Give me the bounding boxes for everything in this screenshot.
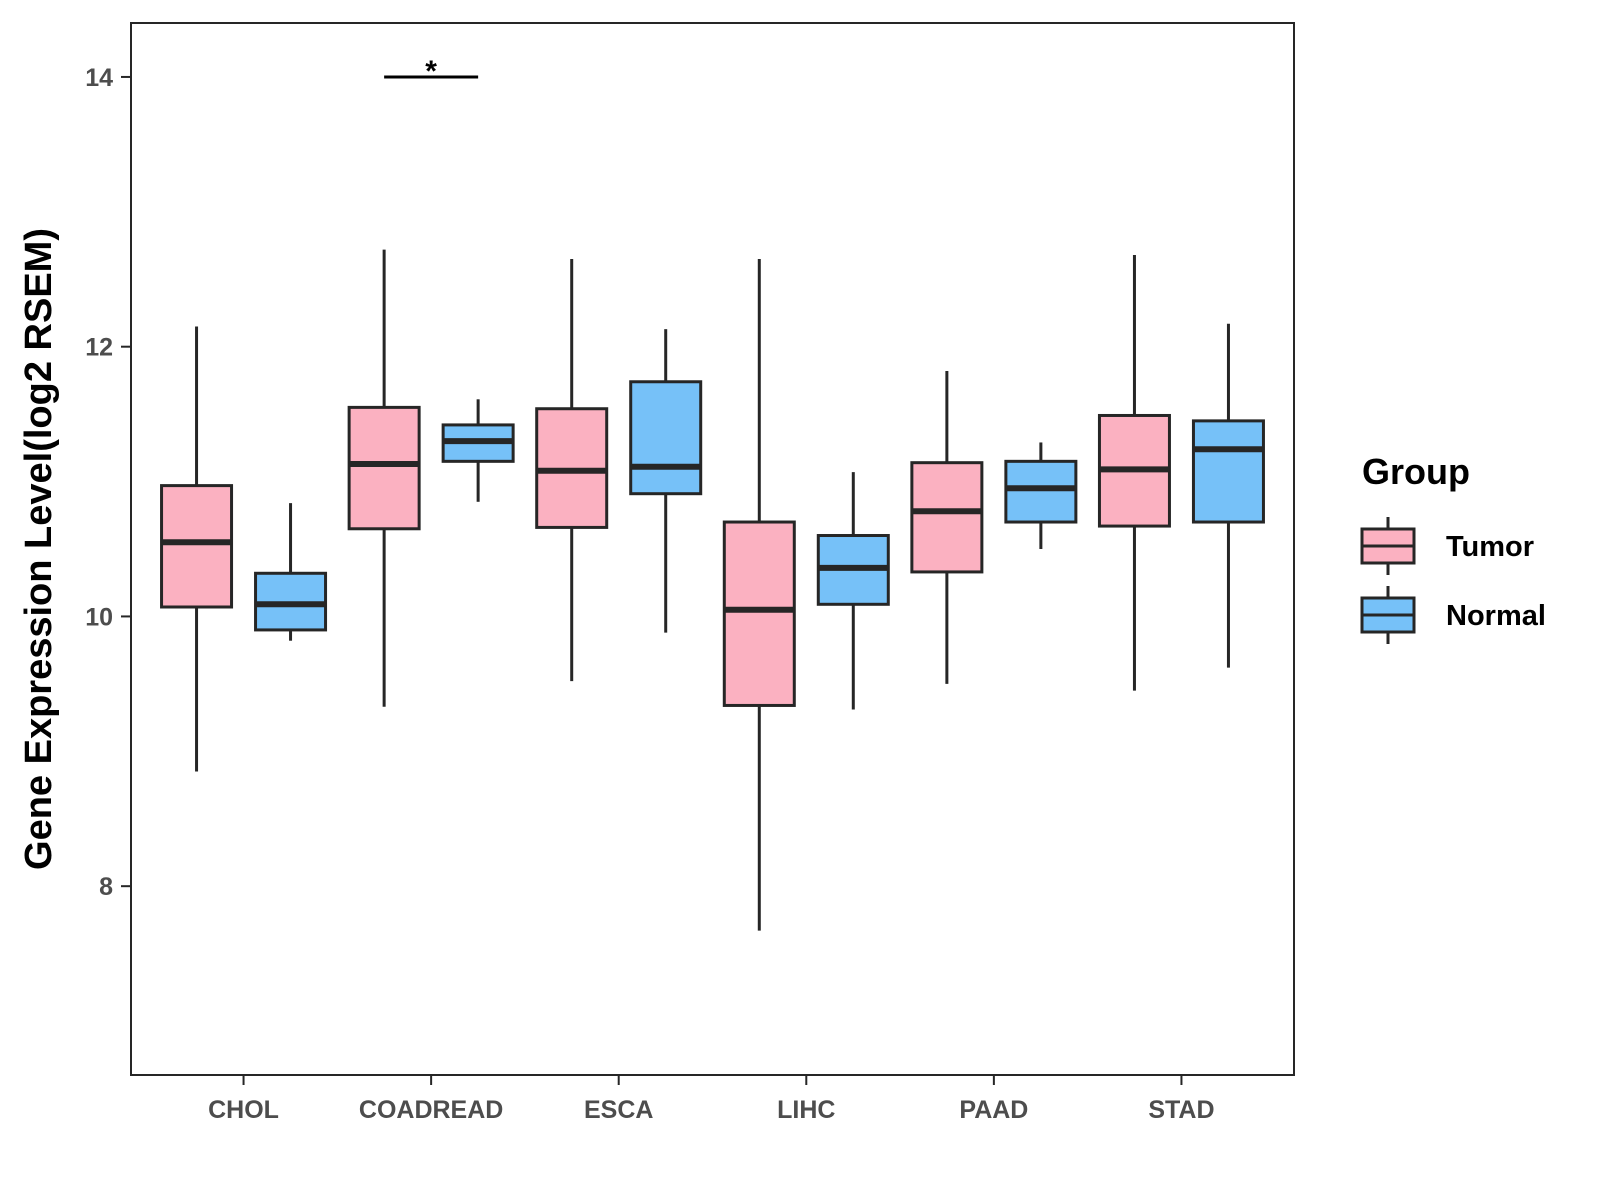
y-tick-label: 14 — [85, 64, 113, 92]
box-iqr — [1191, 419, 1265, 524]
plot-panel — [130, 22, 1295, 1076]
significance-annotations: * — [384, 55, 479, 88]
legend-label-tumor: Tumor — [1446, 531, 1534, 563]
legend-entry-tumor: Tumor — [1360, 517, 1534, 575]
x-tick-label-lihc: LIHC — [777, 1096, 835, 1124]
box-iqr — [347, 405, 421, 531]
y-tick-label: 12 — [85, 334, 113, 362]
box-tumor-esca — [535, 259, 609, 682]
box-normal-stad — [1191, 323, 1265, 668]
box-normal-chol — [254, 503, 328, 641]
box-iqr — [910, 461, 984, 574]
box-iqr — [1004, 459, 1078, 524]
box-tumor-lihc — [722, 259, 796, 931]
legend-title: Group — [1362, 451, 1470, 492]
legend-entry-normal: Normal — [1360, 586, 1546, 644]
legend: Group Tumor Normal — [1360, 451, 1546, 644]
box-tumor-paad — [910, 370, 984, 684]
box-group — [160, 249, 1265, 931]
box-normal-esca — [629, 329, 703, 633]
x-tick-label-esca: ESCA — [584, 1096, 653, 1124]
box-normal-paad — [1004, 442, 1078, 549]
y-axis: 8 10 12 14 — [85, 64, 131, 901]
y-axis-title: Gene Expression Level(log2 RSEM) — [18, 228, 60, 870]
x-tick-label-paad: PAAD — [959, 1096, 1028, 1124]
x-tick-label-coadread: COADREAD — [359, 1096, 503, 1124]
box-iqr — [722, 520, 796, 707]
x-axis: CHOL COADREAD ESCA LIHC PAAD STAD — [208, 1075, 1215, 1124]
x-tick-label-chol: CHOL — [208, 1096, 279, 1124]
box-tumor-chol — [160, 326, 234, 772]
box-tumor-stad — [1097, 254, 1171, 691]
box-normal-coadread — [441, 399, 515, 502]
box-normal-lihc — [816, 472, 890, 710]
legend-label-normal: Normal — [1446, 600, 1546, 632]
y-tick-label: 8 — [99, 873, 113, 901]
box-iqr — [160, 484, 234, 609]
y-tick-label: 10 — [85, 603, 113, 631]
box-iqr — [629, 380, 703, 496]
x-tick-label-stad: STAD — [1148, 1096, 1214, 1124]
box-tumor-coadread — [347, 249, 421, 707]
significance-label: * — [425, 55, 437, 88]
